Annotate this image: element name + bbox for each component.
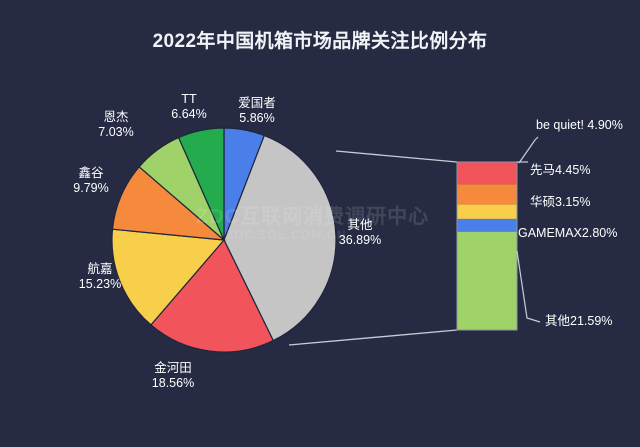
bar-segment[interactable]: [457, 162, 517, 185]
pie-label-jinhetian-pct: 18.56%: [151, 376, 195, 390]
pie-label-enjie-pct: 7.03%: [98, 125, 134, 139]
pie-label-xingu: 鑫谷 9.79%: [62, 166, 120, 196]
bar-label-xianma: 先马4.45%: [530, 163, 591, 177]
explode-connectors: [288, 150, 458, 346]
pie-label-aiguozhe: 爱国者 5.86%: [226, 96, 288, 126]
pie-label-enjie: 恩杰 7.03%: [88, 110, 144, 140]
page-title: 2022年中国机箱市场品牌关注比例分布: [152, 31, 488, 52]
bar-segment[interactable]: [457, 184, 517, 205]
bar-label-huashuo: 华硕3.15%: [530, 195, 591, 209]
bar-label-gamemax: GAMEMAX2.80%: [518, 226, 618, 240]
pie-label-jinhetian-name: 金河田: [154, 361, 192, 375]
leader-line-bequiet: [518, 136, 539, 164]
pie-label-qita-pct: 36.89%: [338, 233, 382, 247]
pie-label-tt-name: TT: [181, 92, 197, 106]
pie-slice[interactable]: [177, 127, 225, 241]
pie-slice[interactable]: [223, 134, 337, 342]
pie-label-qita: 其他 36.89%: [329, 218, 391, 248]
pie-label-enjie-name: 恩杰: [103, 110, 129, 124]
pie-label-aiguozhe-name: 爱国者: [238, 96, 276, 110]
leader-line-other: [516, 250, 541, 323]
pie-label-xingu-pct: 9.79%: [73, 181, 109, 195]
connector-line-bottom: [288, 329, 458, 346]
bar-segment[interactable]: [457, 218, 517, 232]
bar-outline: [456, 161, 518, 331]
bar-label-bequiet: be quiet! 4.90%: [536, 118, 623, 132]
pie-label-tt-pct: 6.64%: [171, 107, 207, 121]
pie-chart: [111, 127, 337, 353]
bar-segment[interactable]: [457, 204, 517, 219]
connector-line-top: [335, 150, 458, 163]
bar-label-qita: 其他21.59%: [545, 314, 613, 328]
pie-slice[interactable]: [111, 228, 226, 326]
breakdown-leader-lines: [516, 136, 541, 323]
pie-label-xingu-name: 鑫谷: [78, 166, 104, 180]
pie-label-aiguozhe-pct: 5.86%: [239, 111, 275, 125]
pie-label-tt: TT 6.64%: [164, 92, 214, 122]
pie-label-hangjia-pct: 15.23%: [78, 277, 122, 291]
pie-label-hangjia-name: 航嘉: [87, 262, 113, 276]
pie-slice[interactable]: [150, 238, 275, 353]
pie-label-qita-name: 其他: [347, 218, 373, 232]
pie-label-hangjia: 航嘉 15.23%: [70, 262, 130, 292]
bar-segment[interactable]: [457, 231, 517, 330]
breakdown-bar: [456, 161, 518, 331]
pie-label-jinhetian: 金河田 18.56%: [140, 361, 206, 391]
